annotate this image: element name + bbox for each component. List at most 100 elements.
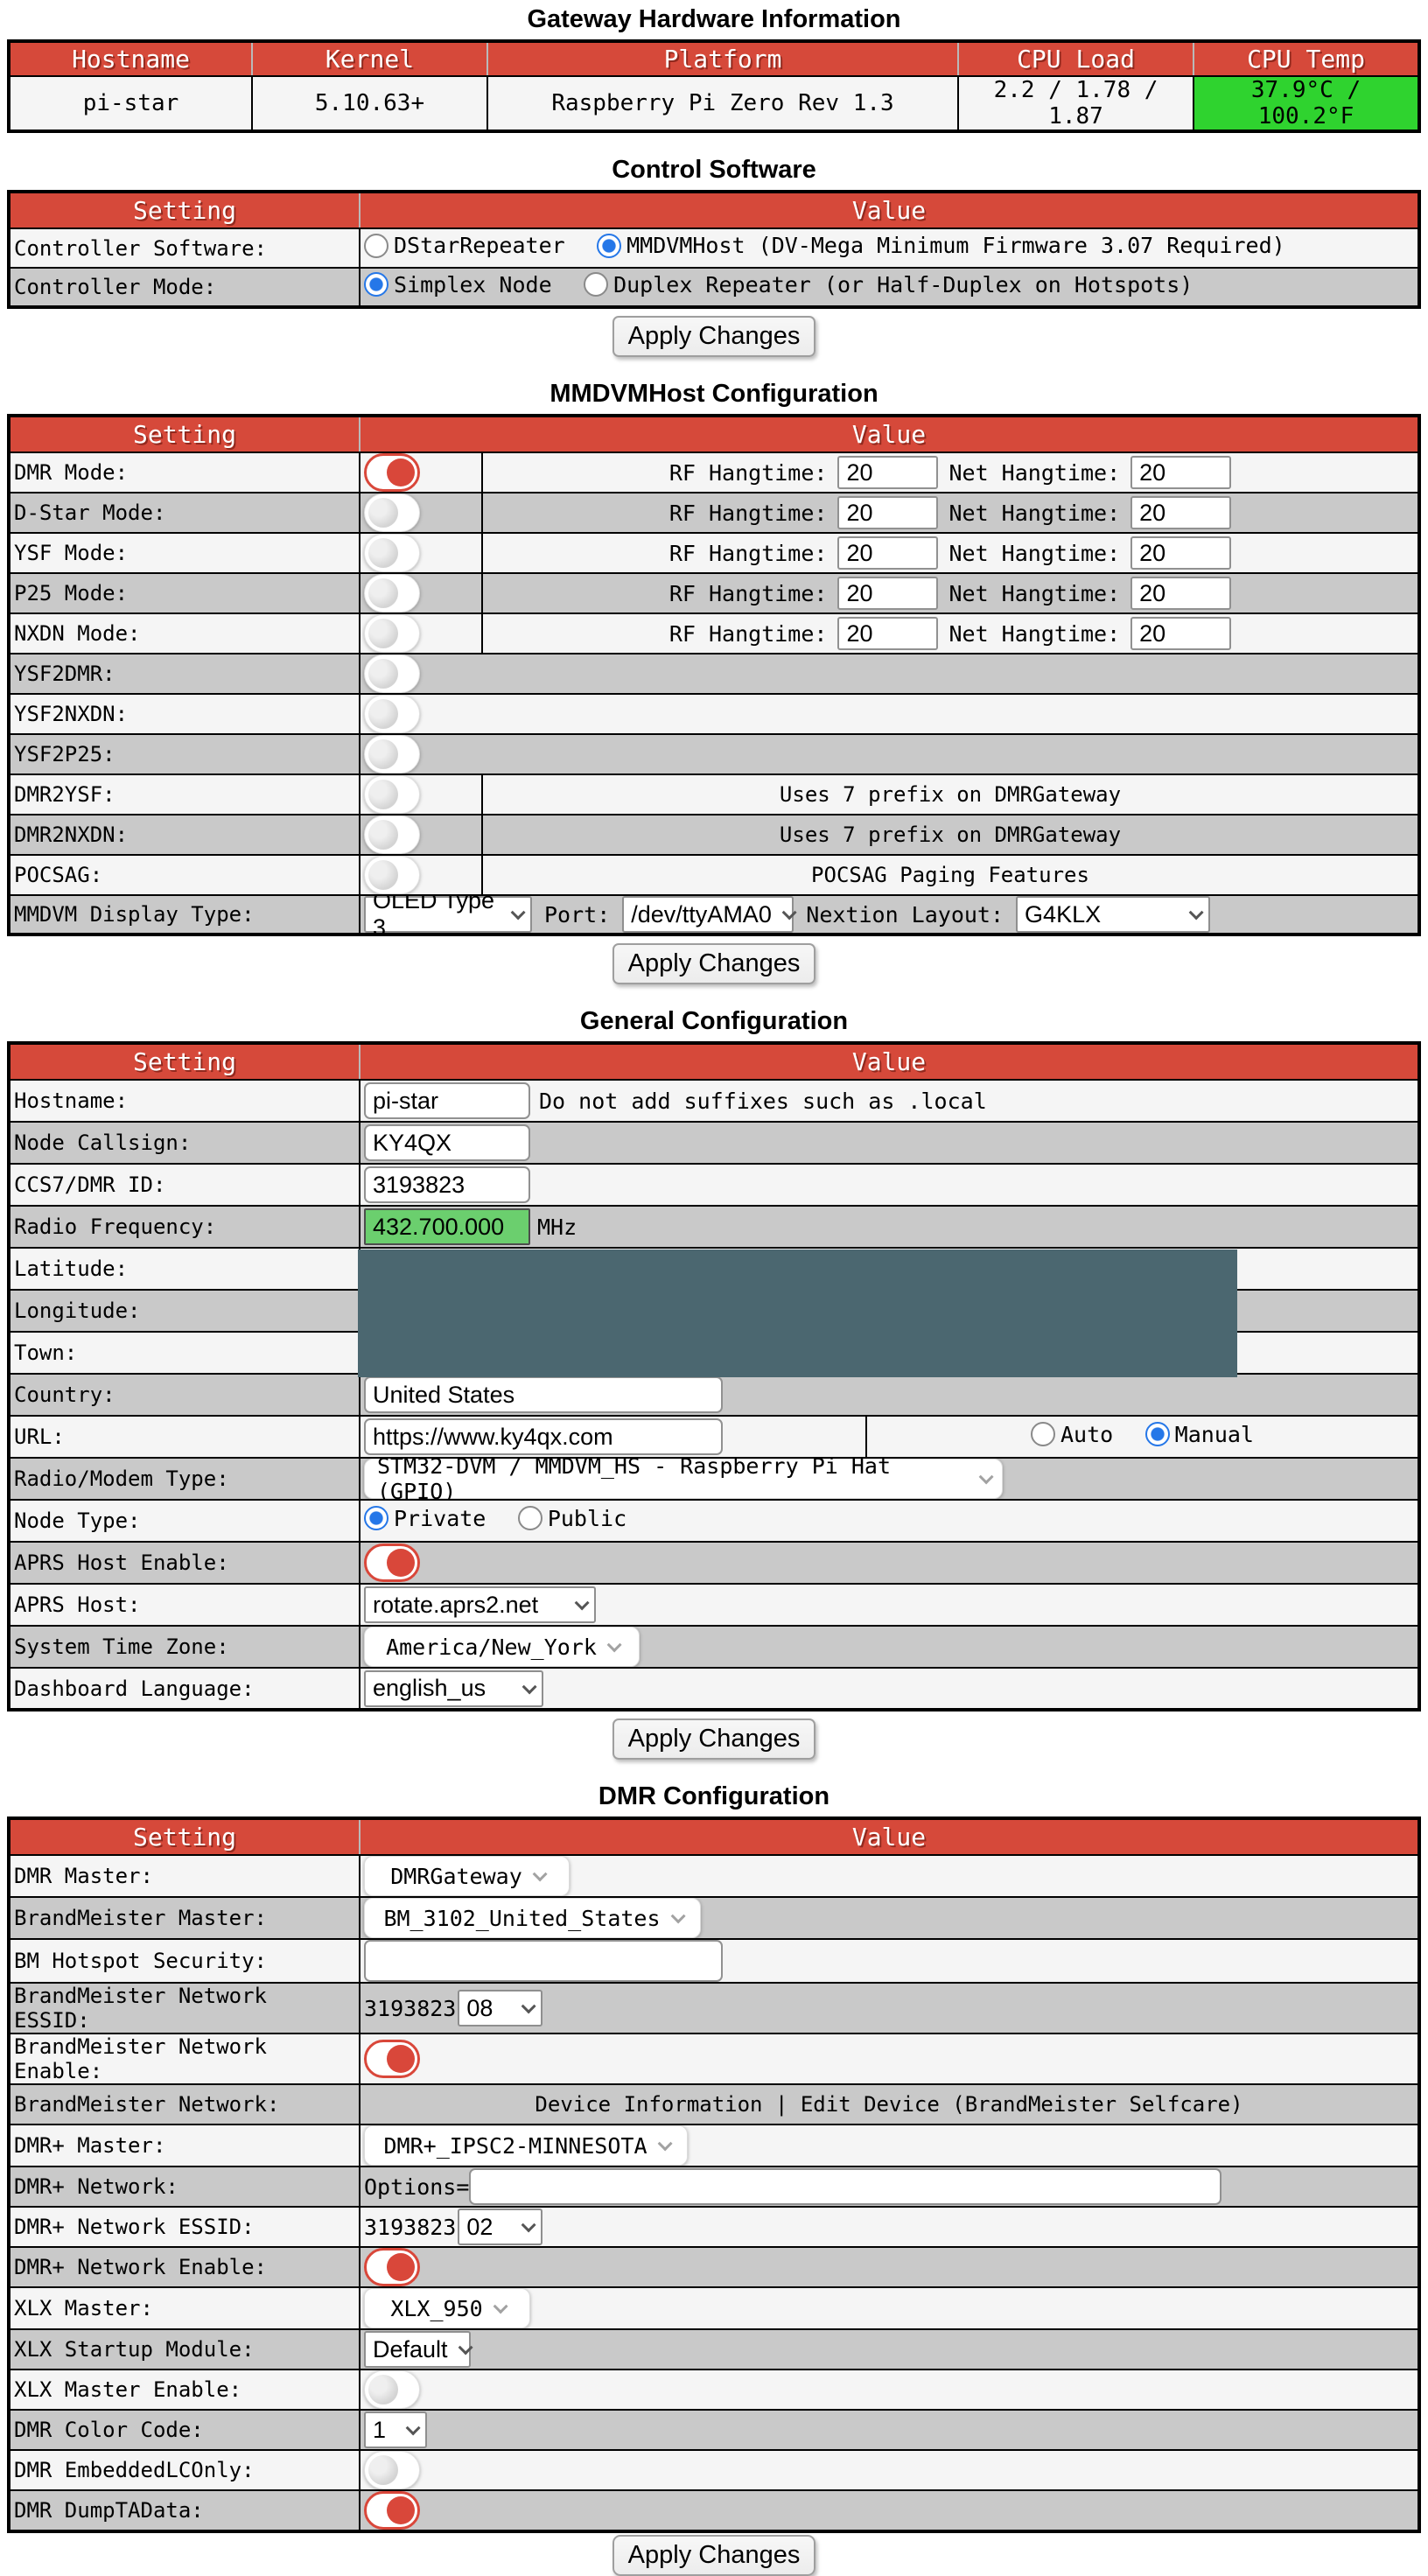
hw-col-platform: Platform xyxy=(486,41,958,77)
net-hangtime-input[interactable] xyxy=(1130,577,1232,610)
dmrplus-options-input[interactable] xyxy=(469,2168,1222,2205)
system-time-zone-select[interactable]: America/New_York xyxy=(364,1628,640,1666)
radio-icon[interactable] xyxy=(517,1506,542,1531)
chevron-down-icon xyxy=(458,2340,473,2356)
node-callsign-input[interactable] xyxy=(364,1124,530,1161)
dmr-mode-toggle[interactable] xyxy=(364,454,420,491)
dstar-mode-toggle[interactable] xyxy=(364,494,420,531)
display-type-select[interactable]: OLED Type 3 xyxy=(364,897,532,933)
dmr2ysf-toggle[interactable] xyxy=(364,776,420,813)
dmrplus-network-essid-row: DMR+ Network ESSID: 3193823 02 xyxy=(8,2206,1420,2248)
xlx-master-enable-toggle[interactable] xyxy=(364,2371,420,2408)
dmrplus-network-enable-toggle[interactable] xyxy=(364,2249,420,2286)
apply-changes-button[interactable]: Apply Changes xyxy=(612,1718,816,1760)
aprs-host-enable-toggle[interactable] xyxy=(364,1544,420,1582)
radio-icon[interactable] xyxy=(364,1506,388,1531)
mmdvm-setting-header: Setting xyxy=(9,416,360,453)
hardware-section-title: Gateway Hardware Information xyxy=(527,5,901,33)
nextion-layout-value: G4KLX xyxy=(1025,900,1102,928)
rf-hangtime-input[interactable] xyxy=(837,496,939,529)
dmr-id-label: CCS7/DMR ID: xyxy=(8,1163,360,1207)
net-hangtime-input[interactable] xyxy=(1130,617,1232,650)
system-time-zone-label: System Time Zone: xyxy=(8,1625,360,1669)
dmr2nxdn-label: DMR2NXDN: xyxy=(8,814,360,856)
aprs-host-select[interactable]: rotate.aprs2.net xyxy=(364,1586,596,1623)
radio-icon[interactable] xyxy=(584,272,609,298)
apply-changes-button[interactable]: Apply Changes xyxy=(612,2535,816,2576)
radio-icon[interactable] xyxy=(1031,1422,1055,1447)
url-input[interactable] xyxy=(364,1418,723,1455)
controller-mode-simplex-option[interactable]: Simplex Node xyxy=(364,272,552,298)
dmrplus-essid-select[interactable]: 02 xyxy=(458,2208,543,2245)
dmr-embedded-lc-only-toggle[interactable] xyxy=(364,2452,420,2488)
hw-cpu-temp-value: 37.9°C / 100.2°F xyxy=(1193,75,1420,132)
xlx-startup-module-select[interactable]: Default xyxy=(364,2331,473,2368)
dmrplus-essid-value: 02 xyxy=(466,2213,494,2240)
radio-icon[interactable] xyxy=(597,233,622,258)
hostname-row: Hostname: Do not add suffixes such as .l… xyxy=(8,1079,1420,1123)
dmr-color-code-select[interactable]: 1 xyxy=(364,2412,427,2448)
radio-frequency-input[interactable] xyxy=(364,1208,530,1245)
pocsag-row: POCSAG: POCSAG Paging Features xyxy=(8,854,1420,896)
port-label: Port: xyxy=(544,901,611,928)
apply-changes-button[interactable]: Apply Changes xyxy=(612,316,816,357)
country-input[interactable] xyxy=(364,1376,723,1413)
node-type-public-option[interactable]: Public xyxy=(517,1506,626,1531)
dmr-master-select[interactable]: DMRGateway xyxy=(364,1857,570,1895)
chevron-down-icon xyxy=(1188,905,1204,920)
net-hangtime-label: Net Hangtime: xyxy=(948,540,1121,566)
rf-hangtime-input[interactable] xyxy=(837,617,939,650)
controller-mode-duplex-option[interactable]: Duplex Repeater (or Half-Duplex on Hotsp… xyxy=(584,272,1193,298)
dstar-mode-label: D-Star Mode: xyxy=(8,492,360,534)
net-hangtime-input[interactable] xyxy=(1130,496,1232,529)
ysf2dmr-toggle[interactable] xyxy=(364,655,420,692)
ysf-mode-toggle[interactable] xyxy=(364,535,420,571)
bm-network-row: BrandMeister Network: Device Information… xyxy=(8,2083,1420,2125)
rf-hangtime-input[interactable] xyxy=(837,456,939,489)
radio-icon[interactable] xyxy=(364,272,388,298)
radio-modem-type-select[interactable]: STM32-DVM / MMDVM_HS - Raspberry Pi Hat … xyxy=(364,1460,1003,1498)
net-hangtime-input[interactable] xyxy=(1130,536,1232,570)
dmr-dump-ta-data-toggle[interactable] xyxy=(364,2492,420,2530)
nextion-layout-label: Nextion Layout: xyxy=(806,901,1004,928)
dmrplus-master-row: DMR+ Master: DMR+_IPSC2-MINNESOTA xyxy=(8,2124,1420,2167)
nxdn-mode-row: NXDN Mode: RF Hangtime: Net Hangtime: xyxy=(8,612,1420,654)
controller-software-mmdvmhost-option[interactable]: MMDVMHost (DV-Mega Minimum Firmware 3.07… xyxy=(597,233,1285,258)
rf-hangtime-input[interactable] xyxy=(837,577,939,610)
bm-network-enable-toggle[interactable] xyxy=(364,2040,420,2078)
nxdn-mode-toggle[interactable] xyxy=(364,615,420,652)
controller-software-dstarrepeater-option[interactable]: DStarRepeater xyxy=(364,233,565,258)
ysf2dmr-row: YSF2DMR: xyxy=(8,653,1420,695)
pocsag-toggle[interactable] xyxy=(364,857,420,893)
radio-icon[interactable] xyxy=(364,233,388,258)
dmr-id-input[interactable] xyxy=(364,1166,530,1203)
url-auto-option[interactable]: Auto xyxy=(1031,1422,1113,1447)
bm-hotspot-security-input[interactable] xyxy=(364,1941,723,1981)
url-manual-option[interactable]: Manual xyxy=(1144,1422,1254,1447)
brandmeister-master-value: BM_3102_United_States xyxy=(383,1905,661,1931)
xlx-master-select[interactable]: XLX_950 xyxy=(364,2289,530,2328)
hardware-table: Hostname Kernel Platform CPU Load CPU Te… xyxy=(7,39,1421,133)
net-hangtime-input[interactable] xyxy=(1130,456,1232,489)
dmr2nxdn-toggle[interactable] xyxy=(364,816,420,853)
radio-icon[interactable] xyxy=(1144,1422,1170,1447)
nextion-layout-select[interactable]: G4KLX xyxy=(1016,897,1211,933)
ysf2p25-toggle[interactable] xyxy=(364,736,420,773)
bm-essid-select[interactable]: 08 xyxy=(458,1990,543,2026)
dmr-mode-row: DMR Mode: RF Hangtime: Net Hangtime: xyxy=(8,452,1420,494)
apply-changes-button[interactable]: Apply Changes xyxy=(612,943,816,984)
node-type-private-option[interactable]: Private xyxy=(364,1506,486,1531)
chevron-down-icon xyxy=(781,905,797,920)
rf-hangtime-input[interactable] xyxy=(837,536,939,570)
control-setting-header: Setting xyxy=(9,192,360,229)
dashboard-language-select[interactable]: english_us xyxy=(364,1670,543,1707)
hostname-input[interactable] xyxy=(364,1082,530,1119)
bm-network-links[interactable]: Device Information | Edit Device (BrandM… xyxy=(359,2083,1420,2125)
display-port-select[interactable]: /dev/ttyAMA0 xyxy=(622,897,797,933)
brandmeister-master-select[interactable]: BM_3102_United_States xyxy=(364,1899,701,1937)
ysf2nxdn-toggle[interactable] xyxy=(364,696,420,732)
p25-mode-toggle[interactable] xyxy=(364,575,420,612)
dmrplus-master-select[interactable]: DMR+_IPSC2-MINNESOTA xyxy=(364,2126,688,2165)
controller-mode-row: Controller Mode: Simplex Node Duplex Rep… xyxy=(8,267,1420,308)
ysf2nxdn-row: YSF2NXDN: xyxy=(8,693,1420,735)
